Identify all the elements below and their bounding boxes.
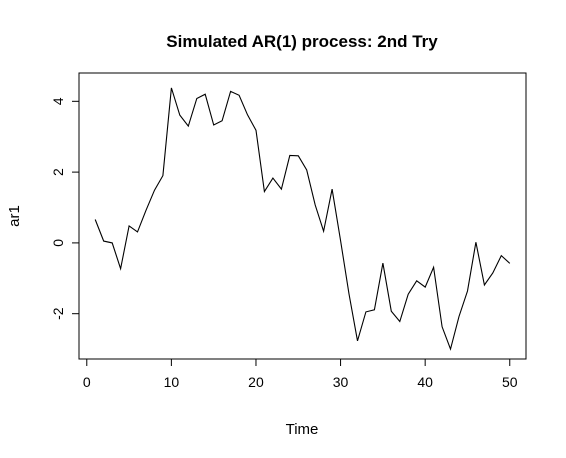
x-axis: 0 10 20 30 40 50 — [83, 358, 518, 390]
y-axis: -2 0 2 4 — [50, 97, 80, 320]
x-tick-label-0: 0 — [83, 374, 91, 390]
series-line-ar1 — [94, 87, 511, 351]
chart-title: Simulated AR(1) process: 2nd Try — [166, 32, 438, 51]
y-tick-label-4: 4 — [50, 97, 66, 105]
x-tick-label-50: 50 — [502, 374, 518, 390]
y-tick-label-2: 2 — [50, 168, 66, 176]
y-axis-label: ar1 — [6, 205, 23, 227]
y-tick-label--2: -2 — [50, 307, 66, 320]
x-tick-label-40: 40 — [417, 374, 433, 390]
x-tick-label-20: 20 — [248, 374, 264, 390]
x-tick-label-10: 10 — [164, 374, 180, 390]
y-tick-label-0: 0 — [50, 239, 66, 247]
x-tick-label-30: 30 — [333, 374, 349, 390]
x-axis-label: Time — [286, 421, 319, 438]
